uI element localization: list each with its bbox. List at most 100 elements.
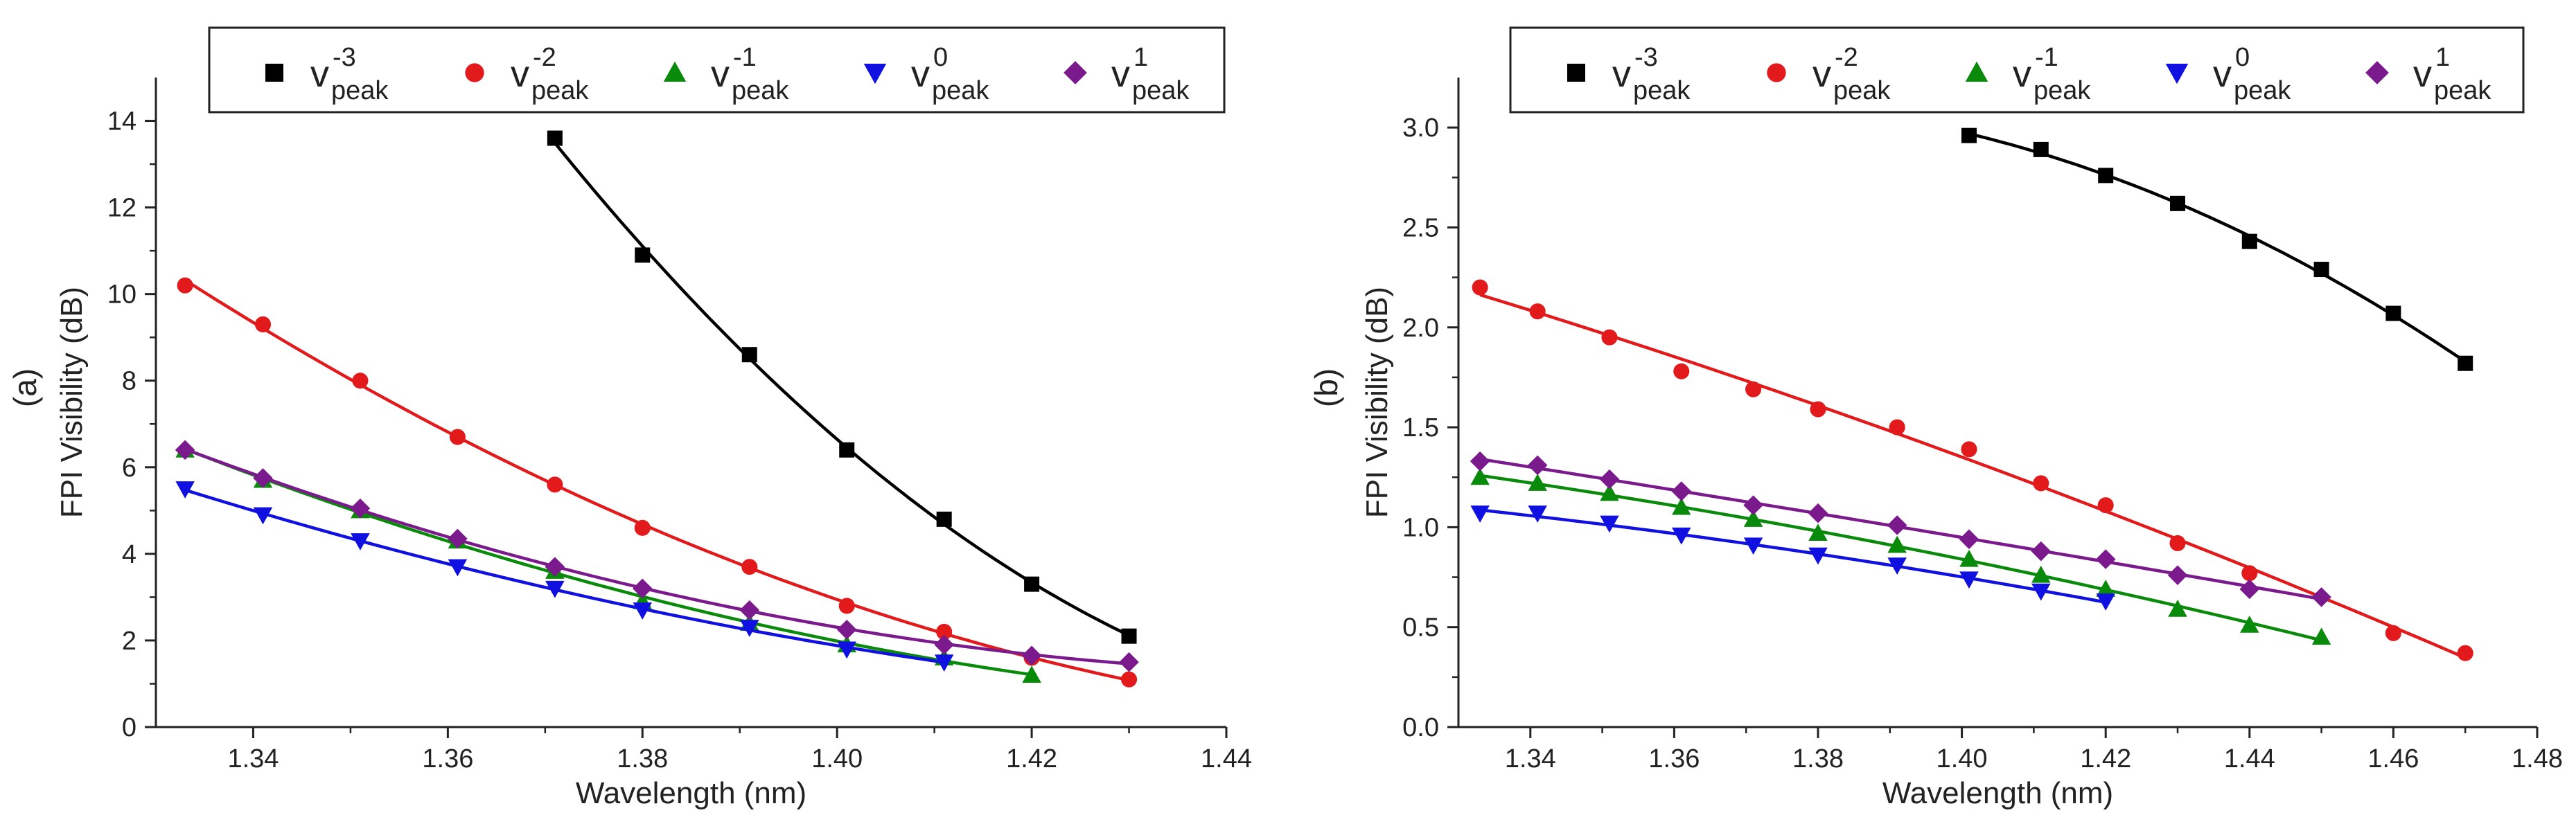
series-m2-point bbox=[177, 277, 193, 294]
legend-label-superscript: -2 bbox=[1835, 43, 1858, 72]
series-m2-point bbox=[838, 598, 855, 614]
series-z0-point bbox=[934, 654, 954, 672]
series-p1-point bbox=[1959, 529, 1979, 550]
series-m3-point bbox=[2313, 262, 2329, 278]
legend-label-superscript: -2 bbox=[533, 43, 556, 72]
series-m3-point bbox=[635, 247, 651, 263]
series-p1-point bbox=[1808, 503, 1828, 523]
series-m1-point bbox=[1528, 474, 1547, 491]
y-tick-label: 8 bbox=[122, 367, 136, 396]
x-tick-label: 1.42 bbox=[2080, 744, 2131, 773]
series-z0-point bbox=[1887, 557, 1907, 575]
series-m2-fit-line bbox=[1479, 293, 2467, 659]
legend-label-subscript: peak bbox=[732, 76, 789, 105]
series-p1-point bbox=[545, 557, 565, 577]
x-tick-label: 1.44 bbox=[2224, 744, 2275, 773]
series-z0-point bbox=[2096, 593, 2115, 611]
series-m1-point bbox=[2031, 565, 2051, 583]
y-tick-label: 0.0 bbox=[1402, 713, 1439, 742]
x-tick-label: 1.44 bbox=[1201, 744, 1252, 773]
legend-box bbox=[1509, 26, 2525, 114]
series-m1-point bbox=[1022, 665, 1041, 683]
series-m3-point bbox=[741, 347, 757, 363]
legend-z0-marker bbox=[863, 64, 887, 84]
series-m2-point bbox=[2169, 535, 2186, 552]
series-m3-point bbox=[547, 130, 563, 146]
series-z0-point bbox=[633, 602, 653, 620]
legend-m3-marker bbox=[265, 64, 283, 82]
series-z0-point bbox=[1528, 505, 1547, 523]
x-tick-label: 1.40 bbox=[811, 744, 863, 773]
series-m1-point bbox=[1887, 535, 1907, 553]
legend-label-subscript: peak bbox=[1833, 76, 1891, 105]
series-p1-point bbox=[2095, 549, 2116, 569]
series-p1-point bbox=[1671, 481, 1692, 501]
y-tick-label: 3.0 bbox=[1402, 114, 1439, 143]
panel-label: (a) bbox=[7, 368, 43, 407]
x-tick-label: 1.40 bbox=[1937, 744, 1988, 773]
series-m3-fit-line bbox=[554, 142, 1130, 637]
series-p1-point bbox=[934, 634, 954, 655]
legend-label-superscript: 0 bbox=[2235, 43, 2250, 72]
series-m2-point bbox=[2385, 625, 2401, 641]
legend-label-base: v bbox=[2213, 53, 2232, 95]
x-axis-title: Wavelength (nm) bbox=[1882, 776, 2113, 810]
series-m1-point bbox=[2311, 627, 2331, 645]
series-p1-point bbox=[1599, 469, 1620, 490]
series-m3-point bbox=[2385, 305, 2401, 321]
legend-p1-marker bbox=[1064, 61, 1087, 84]
x-tick-label: 1.38 bbox=[617, 744, 668, 773]
series-z0-point bbox=[2031, 583, 2051, 601]
series-m1-point bbox=[2240, 616, 2259, 633]
series-m2-point bbox=[1673, 363, 1690, 379]
series-m2-point bbox=[936, 623, 953, 640]
legend-label-superscript: -3 bbox=[333, 43, 356, 72]
series-m1-point bbox=[2096, 580, 2115, 597]
series-p1-point bbox=[175, 440, 195, 460]
series-z0-point bbox=[1959, 571, 1979, 589]
series-z0-point bbox=[448, 559, 468, 577]
series-z0-point bbox=[175, 481, 195, 499]
series-m3-point bbox=[2241, 233, 2257, 249]
series-m2-point bbox=[634, 519, 651, 536]
legend-label-base: v bbox=[2013, 53, 2031, 95]
series-p1-point bbox=[836, 620, 857, 640]
y-tick-label: 14 bbox=[107, 107, 136, 136]
series-p1-point bbox=[1119, 652, 1139, 672]
legend-label-subscript: peak bbox=[932, 76, 989, 105]
series-m2-point bbox=[1961, 441, 1977, 458]
chart-panel-b: 1.34 1.36 1.38 1.40 1.42 1.44 1.46 1.48 0.0 0.5 1.… bbox=[1308, 26, 2563, 810]
series-p1-fit-line bbox=[184, 447, 1129, 665]
series-z0-point bbox=[1470, 505, 1490, 523]
series-m1-point bbox=[1808, 523, 1828, 541]
x-tick-label: 1.34 bbox=[227, 744, 279, 773]
series-m2-point bbox=[1529, 303, 1546, 320]
legend-label-base: v bbox=[310, 53, 329, 95]
series-m1-point bbox=[1600, 483, 1619, 501]
series-z0-point bbox=[1808, 547, 1828, 565]
y-tick-label: 0.5 bbox=[1402, 613, 1439, 643]
series-m3-point bbox=[1961, 127, 1977, 143]
series-m2-point bbox=[1810, 401, 1826, 418]
series-z0-point bbox=[1743, 537, 1763, 555]
legend-label-subscript: peak bbox=[331, 76, 389, 105]
legend-m2-marker bbox=[465, 63, 484, 82]
series-z0-point bbox=[740, 620, 759, 637]
series-m3-point bbox=[839, 442, 855, 458]
x-tick-label: 1.34 bbox=[1505, 744, 1556, 773]
series-p1-point bbox=[1470, 451, 1490, 472]
y-axis-title: FPI Visibility (dB) bbox=[55, 287, 89, 518]
series-m1-point bbox=[1672, 497, 1691, 515]
series-z0-point bbox=[545, 580, 565, 598]
legend-label-base: v bbox=[511, 53, 529, 95]
y-tick-label: 1.0 bbox=[1402, 513, 1439, 542]
legend-label-subscript: peak bbox=[2434, 76, 2491, 105]
legend-label-base: v bbox=[711, 53, 730, 95]
legend-label-subscript: peak bbox=[2234, 76, 2291, 105]
legend-label-subscript: peak bbox=[1633, 76, 1691, 105]
series-m3-point bbox=[2170, 195, 2185, 211]
series-p1-point bbox=[1887, 515, 1907, 535]
series-p1-point bbox=[1743, 495, 1763, 515]
series-p1-point bbox=[2311, 587, 2331, 607]
